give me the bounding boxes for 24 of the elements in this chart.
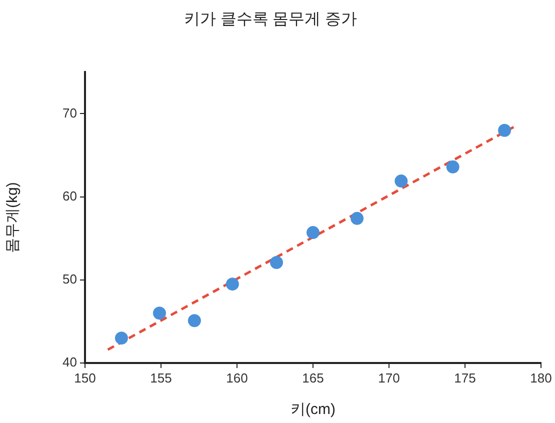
x-tick-label: 160 xyxy=(226,370,248,386)
point xyxy=(446,160,460,174)
point xyxy=(188,314,201,328)
x-tick-label: 155 xyxy=(150,370,172,386)
point xyxy=(270,256,284,269)
x-tick-label: 175 xyxy=(454,370,476,386)
x-tick-label: 170 xyxy=(378,370,400,386)
x-tick-label: 180 xyxy=(530,370,552,386)
x-tick-label: 150 xyxy=(74,370,96,386)
y-tick-label: 50 xyxy=(62,271,77,286)
x-axis-title: 키(cm) xyxy=(290,401,336,418)
x-tick-label: 165 xyxy=(302,370,324,386)
point xyxy=(394,174,408,188)
point xyxy=(498,124,512,137)
chart-title: 키가 클수록 몸무게 증가 xyxy=(184,11,358,28)
point xyxy=(226,278,239,291)
point xyxy=(350,212,364,225)
y-tick-label: 40 xyxy=(62,354,77,370)
point xyxy=(114,332,128,345)
y-tick-label: 70 xyxy=(62,105,77,120)
y-tick-label: 60 xyxy=(62,188,77,204)
point xyxy=(152,306,166,320)
y-axis-title: 몸무게(kg) xyxy=(4,182,22,254)
point xyxy=(306,226,320,240)
